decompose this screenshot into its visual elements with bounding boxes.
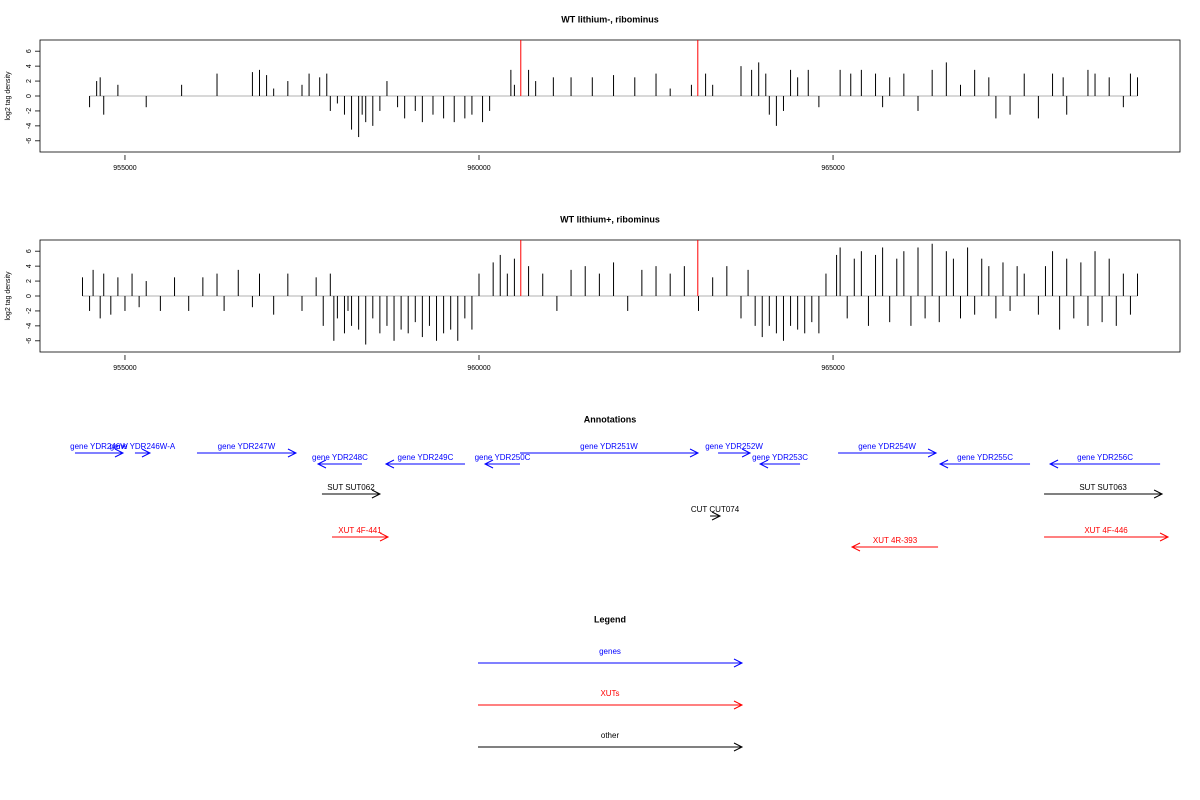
feature-label: XUT 4F-446 xyxy=(1084,526,1128,535)
feature-arrow-part xyxy=(141,448,152,458)
feature-arrow-part xyxy=(689,448,700,458)
legend-arrow xyxy=(478,742,744,752)
feature-label: gene YDR256C xyxy=(1077,453,1133,462)
feature-arrow xyxy=(1044,489,1164,499)
x-tick-label: 955000 xyxy=(113,165,136,172)
feature-label: gene YDR255C xyxy=(957,453,1013,462)
feature-arrow-part xyxy=(1153,489,1164,499)
feature-arrow xyxy=(321,489,382,499)
y-axis-label: log2 tag density xyxy=(5,71,12,121)
feature-arrow-part xyxy=(1159,532,1170,542)
feature-arrow-part xyxy=(758,459,769,469)
y-tick-label: 0 xyxy=(26,294,33,298)
x-tick-label: 965000 xyxy=(821,165,844,172)
feature-label: gene YDR249C xyxy=(398,453,454,462)
feature-arrow xyxy=(520,448,700,458)
legend-arrow-part xyxy=(733,700,744,710)
legend-label: other xyxy=(601,731,620,740)
feature-label: gene YDR246W-A xyxy=(110,442,176,451)
feature-arrow xyxy=(710,511,722,521)
feature-arrow-part xyxy=(850,542,861,552)
feature-arrow xyxy=(483,459,521,469)
feature-arrow-part xyxy=(938,459,949,469)
feature-arrow xyxy=(332,532,390,542)
feature-arrow-part xyxy=(287,448,298,458)
feature-label: CUT CUT074 xyxy=(691,505,740,514)
feature-arrow xyxy=(134,448,152,458)
feature-arrow-part xyxy=(379,532,390,542)
feature-label: XUT 4R-393 xyxy=(873,536,918,545)
legend-arrow xyxy=(478,658,744,668)
feature-arrow-part xyxy=(316,459,327,469)
chart-title: WT lithium+, ribominus xyxy=(560,214,660,224)
feature-label: SUT SUT063 xyxy=(1079,483,1127,492)
legend-title: Legend xyxy=(594,614,626,624)
y-tick-label: -2 xyxy=(26,308,33,314)
feature-arrow-part xyxy=(927,448,938,458)
feature-arrow xyxy=(384,459,465,469)
y-tick-label: -2 xyxy=(26,108,33,114)
y-tick-label: 2 xyxy=(26,79,33,83)
y-tick-label: 6 xyxy=(26,49,33,53)
y-axis-label: log2 tag density xyxy=(5,271,12,321)
feature-arrow-part xyxy=(384,459,395,469)
feature-arrow xyxy=(758,459,801,469)
feature-label: gene YDR250C xyxy=(475,453,531,462)
x-tick-label: 960000 xyxy=(467,165,490,172)
y-tick-label: 0 xyxy=(26,94,33,98)
x-tick-label: 960000 xyxy=(467,365,490,372)
feature-label: gene YDR253C xyxy=(752,453,808,462)
feature-label: gene YDR254W xyxy=(858,442,916,451)
y-tick-label: 6 xyxy=(26,249,33,253)
feature-arrow xyxy=(850,542,939,552)
legend-arrow-part xyxy=(733,742,744,752)
legend-arrow-part xyxy=(733,658,744,668)
feature-arrow xyxy=(316,459,362,469)
feature-arrow xyxy=(838,448,938,458)
feature-arrow-part xyxy=(711,511,722,521)
legend-label: XUTs xyxy=(600,689,619,698)
feature-label: XUT 4F-441 xyxy=(338,526,382,535)
feature-arrow-part xyxy=(483,459,494,469)
y-tick-label: -4 xyxy=(26,323,33,329)
y-tick-label: -6 xyxy=(26,338,33,344)
feature-label: SUT SUT062 xyxy=(327,483,375,492)
feature-arrow xyxy=(196,448,298,458)
y-tick-label: 2 xyxy=(26,279,33,283)
feature-label: gene YDR252W xyxy=(705,442,763,451)
feature-arrow xyxy=(74,448,125,458)
feature-arrow xyxy=(718,448,752,458)
feature-arrow-part xyxy=(114,448,125,458)
annotations-title: Annotations xyxy=(584,414,637,424)
feature-label: gene YDR247W xyxy=(218,442,276,451)
feature-arrow-part xyxy=(1048,459,1059,469)
chart-title: WT lithium-, ribominus xyxy=(561,14,659,24)
y-tick-label: 4 xyxy=(26,64,33,68)
feature-arrow xyxy=(938,459,1031,469)
legend-label: genes xyxy=(599,647,621,656)
feature-arrow xyxy=(1048,459,1161,469)
feature-arrow-part xyxy=(371,489,382,499)
y-tick-label: 4 xyxy=(26,264,33,268)
feature-arrow xyxy=(1044,532,1170,542)
feature-label: gene YDR248C xyxy=(312,453,368,462)
feature-arrow-part xyxy=(741,448,752,458)
feature-label: gene YDR251W xyxy=(580,442,638,451)
feature-label: gene YDR246W xyxy=(70,442,128,451)
x-tick-label: 965000 xyxy=(821,365,844,372)
x-tick-label: 955000 xyxy=(113,365,136,372)
legend-arrow xyxy=(478,700,744,710)
y-tick-label: -4 xyxy=(26,123,33,129)
y-tick-label: -6 xyxy=(26,138,33,144)
